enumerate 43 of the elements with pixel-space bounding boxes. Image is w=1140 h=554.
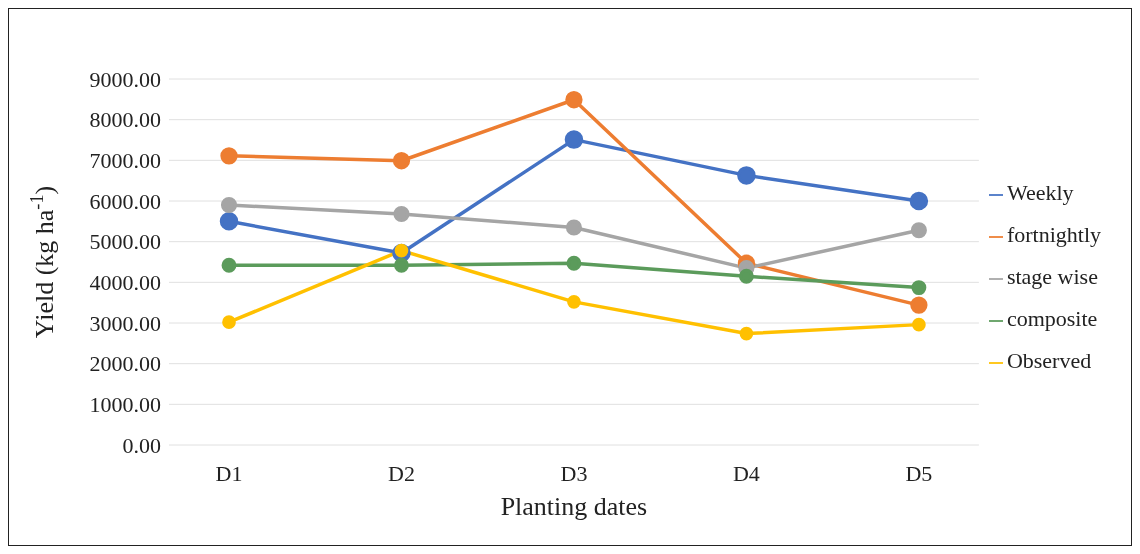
point (738, 268, 754, 284)
x-tick-label: D1 (215, 460, 243, 486)
y-tick-label: 3000.00 (89, 310, 161, 336)
point (394, 257, 409, 273)
point (739, 326, 754, 341)
x-tick-label: D2 (388, 460, 415, 486)
y-tick-label: 7000.00 (89, 148, 161, 174)
point (220, 147, 238, 165)
x-tick-label: D4 (732, 460, 760, 486)
y-tick-label: 6000.00 (89, 188, 161, 214)
point (565, 219, 582, 236)
legend-label: composite (1006, 306, 1098, 331)
legend-label: Observed (1006, 348, 1092, 373)
x-tick-label: D5 (905, 460, 933, 486)
point (219, 212, 239, 231)
y-tick-label: 5000.00 (89, 229, 161, 255)
y-tick-label: 1000.00 (89, 392, 161, 418)
point (565, 91, 583, 109)
x-axis-title: Planting dates (500, 492, 648, 521)
point (566, 255, 582, 271)
point (392, 152, 411, 170)
point (911, 280, 927, 296)
point (910, 296, 928, 314)
x-tick-label: D3 (560, 460, 588, 486)
point (394, 243, 409, 258)
point (220, 197, 238, 214)
point (222, 315, 236, 330)
point (912, 317, 926, 332)
legend-label: fortnightly (1006, 222, 1101, 247)
y-tick-label: 8000.00 (89, 107, 161, 133)
point (221, 257, 237, 273)
point (910, 222, 927, 239)
y-tick-label: 4000.00 (89, 270, 161, 296)
y-tick-label: 9000.00 (89, 66, 161, 92)
point (737, 166, 756, 185)
legend-label: Weekly (1006, 180, 1074, 205)
point (564, 130, 584, 149)
y-tick-label: 2000.00 (89, 351, 161, 377)
point (909, 191, 929, 211)
y-tick-label: 0.00 (122, 432, 161, 458)
point (567, 295, 581, 309)
legend-label: stage wise (1006, 264, 1098, 289)
point (393, 205, 410, 223)
